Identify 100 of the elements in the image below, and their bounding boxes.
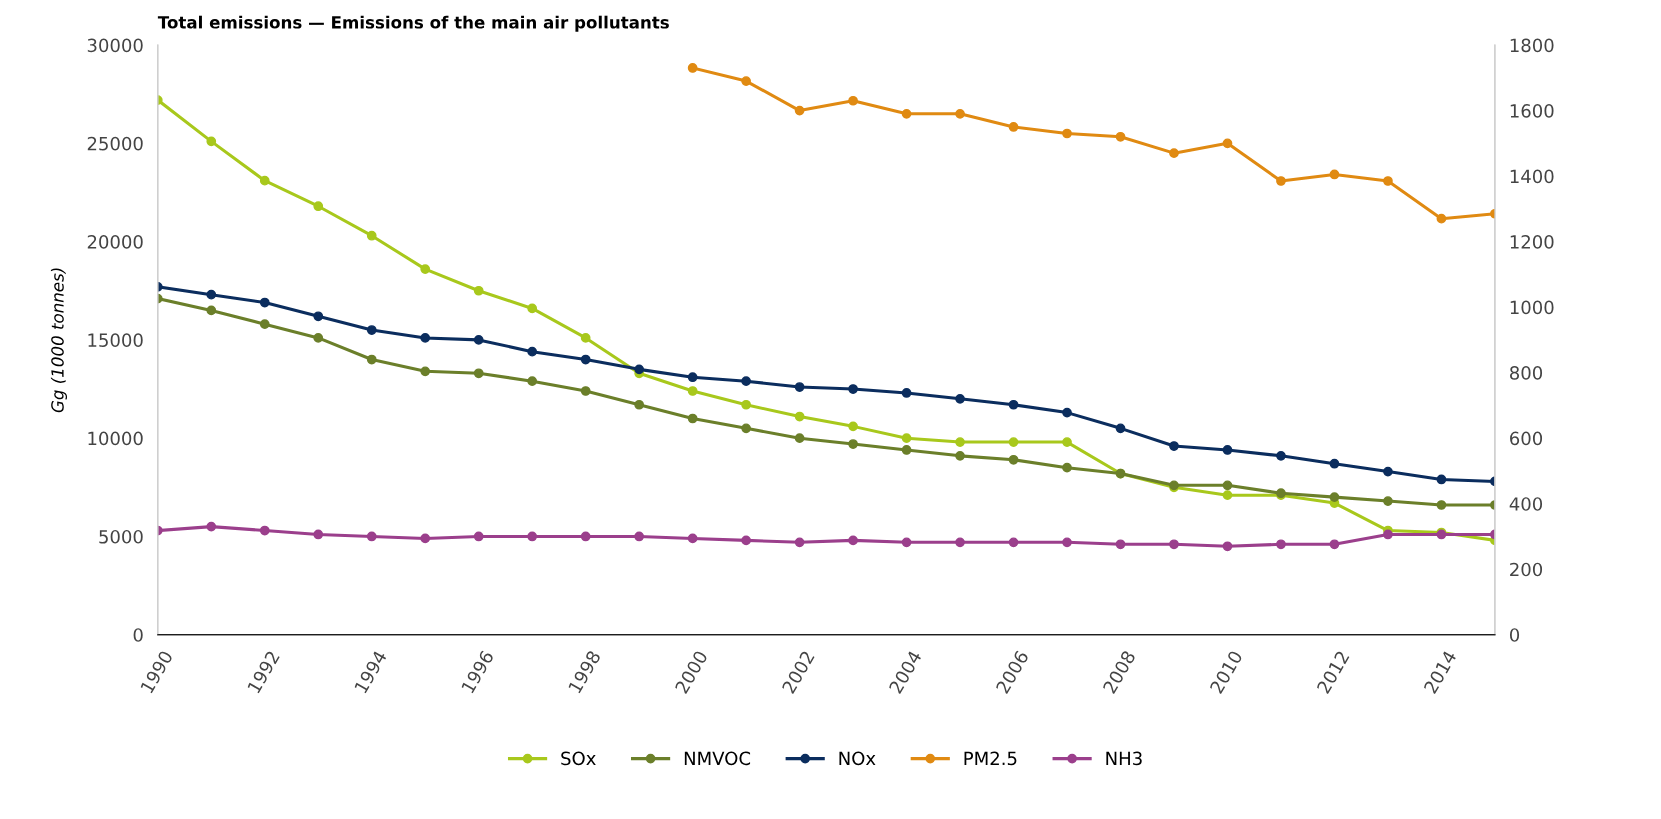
y2-tick-label: 1800 [1510, 38, 1554, 53]
y2-tick-label: 1000 [1510, 300, 1554, 315]
y-tick-label: 30000 [87, 38, 143, 53]
point [1383, 529, 1393, 540]
point [259, 319, 270, 330]
point [1436, 500, 1447, 510]
point [741, 535, 751, 546]
point [420, 366, 431, 377]
point [313, 529, 324, 540]
point [741, 399, 751, 410]
point [1062, 407, 1072, 418]
point [527, 531, 538, 542]
point [794, 382, 805, 392]
point [1276, 176, 1286, 186]
point [1115, 423, 1126, 434]
point [473, 368, 484, 379]
point [313, 311, 324, 322]
point [527, 303, 538, 314]
point [473, 285, 484, 296]
point [1115, 131, 1126, 142]
y-tick-label: 25000 [87, 136, 143, 151]
point [1383, 496, 1393, 506]
point [1062, 537, 1072, 548]
point [1008, 122, 1019, 132]
point [259, 525, 270, 536]
point [206, 305, 217, 316]
point [313, 201, 324, 212]
y2-tick-label: 1200 [1510, 235, 1554, 249]
point [1222, 480, 1233, 491]
point [206, 289, 217, 300]
point [687, 533, 698, 544]
point [1062, 128, 1072, 139]
point [366, 354, 377, 365]
point [794, 105, 805, 116]
legend-label: SOx [561, 751, 596, 766]
point [473, 531, 484, 542]
point [1169, 441, 1179, 451]
point [580, 386, 591, 396]
point [901, 108, 912, 119]
point [259, 297, 270, 308]
point [687, 372, 698, 383]
point [206, 136, 217, 147]
point [687, 386, 698, 396]
point [1008, 399, 1019, 410]
point [420, 264, 431, 274]
point [848, 95, 858, 106]
y2-tick-label: 600 [1510, 431, 1543, 446]
point [1436, 474, 1447, 485]
point [1276, 539, 1286, 550]
point [580, 531, 591, 542]
legend-label: NH3 [1106, 751, 1142, 766]
point [741, 423, 751, 434]
y-tick-label: 20000 [87, 235, 143, 249]
point [259, 175, 270, 186]
y-tick-label: 15000 [88, 333, 143, 347]
point [794, 537, 805, 548]
y2-tick-label: 400 [1509, 497, 1543, 511]
point [955, 108, 965, 119]
point [206, 521, 217, 532]
point [313, 333, 324, 343]
point [634, 399, 645, 410]
legend-label: NMVOC [684, 751, 751, 766]
point [1329, 458, 1340, 469]
point [634, 531, 645, 542]
point [1008, 454, 1019, 465]
point [366, 230, 377, 241]
point [527, 376, 538, 387]
point [1062, 462, 1072, 473]
point [1276, 450, 1286, 461]
point [420, 533, 431, 544]
point [955, 450, 965, 461]
point [901, 388, 912, 398]
point [955, 393, 965, 404]
y-tick-label: 0 [133, 628, 143, 642]
point [366, 325, 377, 335]
point [1222, 445, 1233, 455]
point [580, 354, 591, 365]
y2-tick-label: 200 [1510, 562, 1543, 577]
point [848, 384, 858, 394]
point [901, 537, 912, 548]
point [1383, 466, 1393, 477]
point [687, 63, 698, 73]
y-tick-label: 5000 [99, 529, 143, 544]
point [955, 537, 965, 548]
point [1062, 437, 1072, 447]
point [687, 413, 698, 424]
point [1329, 539, 1340, 550]
legend-label: NOx [839, 751, 876, 766]
y2-tick-label: 800 [1510, 366, 1543, 380]
point [1008, 437, 1019, 447]
point [848, 535, 858, 546]
legend-label: PM2.5 [964, 751, 1017, 766]
y2-tick-label: 0 [1509, 628, 1520, 642]
point [955, 437, 965, 447]
point [473, 335, 484, 345]
point [901, 433, 912, 444]
point [1222, 490, 1233, 501]
chart-title: Total emissions — Emissions of the main air pollutants [157, 15, 669, 32]
point [420, 333, 431, 343]
point [1329, 492, 1340, 502]
